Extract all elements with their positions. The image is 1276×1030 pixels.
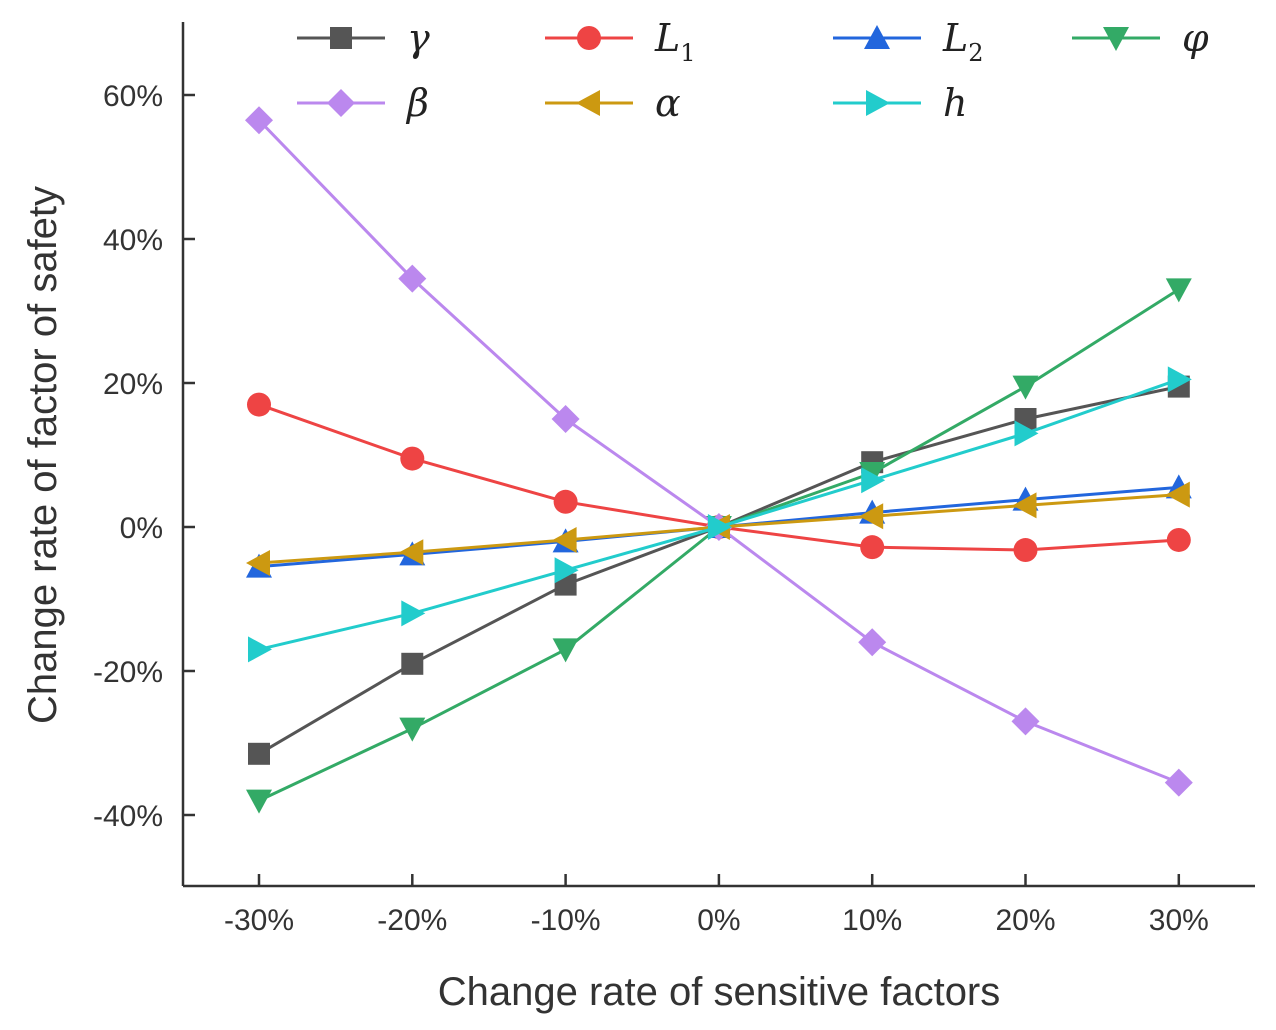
data-point xyxy=(400,446,425,471)
legend-marker xyxy=(866,90,890,116)
data-point xyxy=(860,535,885,560)
y-tick-label: 40% xyxy=(103,224,163,257)
data-point xyxy=(1013,538,1038,563)
data-point xyxy=(1012,492,1037,519)
data-point xyxy=(1012,375,1039,400)
legend-marker xyxy=(1103,27,1129,51)
data-point xyxy=(1165,481,1190,508)
y-tick-label: 60% xyxy=(103,80,163,113)
data-point xyxy=(1167,366,1192,393)
data-point xyxy=(861,467,886,494)
series-7 xyxy=(248,366,1192,663)
y-tick-label: -40% xyxy=(93,800,163,833)
legend-label: L1 xyxy=(654,16,696,67)
x-tick-label: 10% xyxy=(842,904,902,937)
series-line xyxy=(258,385,1180,756)
y-ticks: -40% -20% 0% 20% 40% 60% xyxy=(93,80,195,833)
legend-marker xyxy=(864,25,890,49)
data-point xyxy=(554,557,579,584)
data-point xyxy=(399,717,426,742)
legend-entry: h xyxy=(833,81,967,125)
legend-label: α xyxy=(655,81,681,125)
data-point xyxy=(1166,527,1191,552)
legend-entry: L1 xyxy=(545,16,696,67)
x-ticks: -30% -20% -10% 0% 10% 20% 30% xyxy=(224,874,1209,937)
data-point xyxy=(552,526,577,553)
series-line xyxy=(258,288,1180,802)
data-point xyxy=(553,489,578,514)
series-5 xyxy=(245,106,1193,797)
x-tick-label: 0% xyxy=(697,904,740,937)
y-axis-title: Change rate of factor of safety xyxy=(21,186,65,724)
legend-entry: γ xyxy=(297,16,430,60)
legend-label: L2 xyxy=(942,16,984,67)
data-point xyxy=(551,405,580,433)
data-point xyxy=(398,264,427,293)
x-tick-label: -10% xyxy=(531,904,601,937)
legend-marker xyxy=(577,26,601,50)
x-tick-label: -30% xyxy=(224,904,294,937)
y-tick-label: -20% xyxy=(93,656,163,689)
x-tick-label: 20% xyxy=(995,904,1055,937)
data-point xyxy=(707,514,732,540)
data-point xyxy=(248,636,272,663)
data-point xyxy=(247,392,271,417)
legend-entry: L2 xyxy=(833,16,984,67)
x-tick-label: 30% xyxy=(1149,904,1209,937)
data-point xyxy=(1014,420,1039,447)
y-tick-label: 0% xyxy=(120,512,163,545)
legend-marker xyxy=(576,90,600,116)
data-point xyxy=(859,503,884,530)
data-point xyxy=(245,106,273,135)
axes xyxy=(181,22,1255,888)
legend-label: h xyxy=(943,81,967,125)
legend-marker xyxy=(327,89,355,117)
legend-label: γ xyxy=(407,16,430,60)
data-point xyxy=(246,550,270,576)
series-1 xyxy=(248,375,1190,765)
data-point xyxy=(1164,768,1193,797)
data-point xyxy=(552,638,579,663)
data-point xyxy=(401,652,424,675)
legend-entry: φ xyxy=(1072,16,1209,60)
legend-label: φ xyxy=(1182,16,1209,60)
legend-label: β xyxy=(405,81,429,125)
data-point xyxy=(858,628,887,657)
series-layer xyxy=(245,106,1193,814)
legend-marker xyxy=(330,27,352,49)
data-point xyxy=(401,600,426,627)
x-axis-title: Change rate of sensitive factors xyxy=(438,970,1001,1014)
legend-entry: β xyxy=(297,81,429,125)
y-tick-label: 20% xyxy=(103,368,163,401)
legend-entry: α xyxy=(545,81,681,125)
legend: γ L1 L2 φ β α h xyxy=(297,16,1209,125)
data-point xyxy=(1011,707,1040,736)
x-tick-label: -20% xyxy=(377,904,447,937)
data-point xyxy=(399,539,424,566)
series-line xyxy=(257,119,1180,784)
data-point xyxy=(248,742,270,765)
data-point xyxy=(246,789,272,814)
data-point xyxy=(1165,278,1192,303)
series-4 xyxy=(246,278,1192,814)
